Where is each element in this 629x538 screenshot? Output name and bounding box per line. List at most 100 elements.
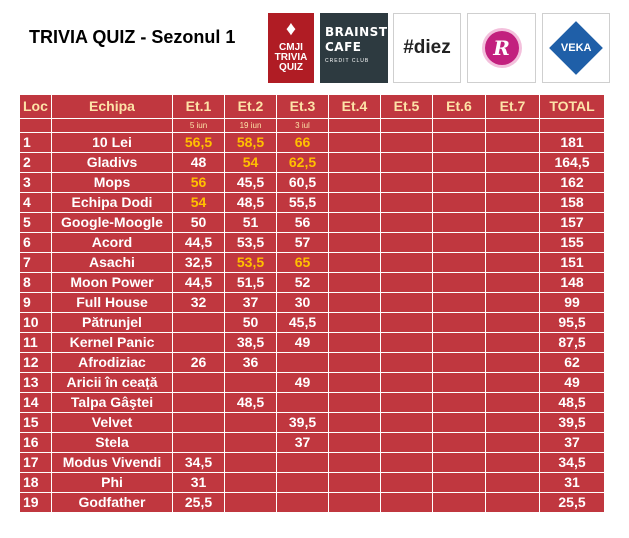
rank-cell: 3 <box>19 172 52 193</box>
score-cell <box>380 312 433 333</box>
score-cell <box>276 472 329 493</box>
rank-cell: 19 <box>19 492 52 513</box>
score-cell <box>380 252 433 273</box>
round-date: 5 iun <box>172 118 225 133</box>
results-table: Loc Echipa Et.1 Et.2 Et.3 Et.4 Et.5 Et.6 Et.7 TOT… <box>19 94 605 513</box>
score-cell <box>276 392 329 413</box>
score-cell <box>328 152 381 173</box>
score-cell <box>432 332 486 353</box>
score-cell: 44,5 <box>172 232 225 253</box>
total-cell: 39,5 <box>539 412 605 433</box>
round-date <box>432 118 486 133</box>
score-cell: 50 <box>172 212 225 233</box>
round-date <box>19 118 52 133</box>
score-cell <box>380 212 433 233</box>
score-cell: 50 <box>224 312 277 333</box>
cmji-logo-line1: CMJI <box>279 42 303 53</box>
score-cell <box>485 352 540 373</box>
r-crest-logo: R <box>467 13 536 83</box>
total-cell: 87,5 <box>539 332 605 353</box>
score-cell <box>380 412 433 433</box>
veka-diamond-icon: VEKA <box>549 21 603 75</box>
column-header: Et.1 <box>172 94 225 119</box>
score-cell <box>328 392 381 413</box>
score-cell <box>485 412 540 433</box>
score-cell <box>276 492 329 513</box>
score-cell <box>485 452 540 473</box>
total-cell: 157 <box>539 212 605 233</box>
rank-cell: 6 <box>19 232 52 253</box>
rank-cell: 16 <box>19 432 52 453</box>
score-cell <box>432 412 486 433</box>
table-row: 1 10 Lei 56,5 58,5 66 181 <box>19 132 605 153</box>
team-name-cell: Kernel Panic <box>51 332 173 353</box>
score-cell <box>328 172 381 193</box>
score-cell: 58,5 <box>224 132 277 153</box>
score-cell: 34,5 <box>172 452 225 473</box>
score-cell <box>380 472 433 493</box>
score-cell <box>485 192 540 213</box>
round-date <box>328 118 381 133</box>
score-cell <box>432 132 486 153</box>
brainstorm-cafe-logo: BRAINSTORM CAFE CREDIT CLUB <box>320 13 388 83</box>
score-cell: 54 <box>172 192 225 213</box>
score-cell <box>328 132 381 153</box>
score-cell <box>328 232 381 253</box>
score-cell: 51 <box>224 212 277 233</box>
score-cell <box>432 352 486 373</box>
score-cell <box>380 432 433 453</box>
score-cell: 57 <box>276 232 329 253</box>
score-cell: 56 <box>276 212 329 233</box>
score-cell <box>485 472 540 493</box>
table-row: 10 Pătrunjel 50 45,5 95,5 <box>19 312 605 333</box>
table-row: 17 Modus Vivendi 34,5 34,5 <box>19 452 605 473</box>
score-cell: 48,5 <box>224 192 277 213</box>
team-name-cell: Afrodiziac <box>51 352 173 373</box>
score-cell: 65 <box>276 252 329 273</box>
table-row: 19 Godfather 25,5 25,5 <box>19 492 605 513</box>
total-cell: 158 <box>539 192 605 213</box>
table-row: 8 Moon Power 44,5 51,5 52 148 <box>19 272 605 293</box>
score-cell <box>224 412 277 433</box>
table-row: 4 Echipa Dodi 54 48,5 55,5 158 <box>19 192 605 213</box>
score-cell <box>328 372 381 393</box>
score-cell <box>485 152 540 173</box>
round-date <box>485 118 540 133</box>
score-cell <box>485 372 540 393</box>
score-cell: 60,5 <box>276 172 329 193</box>
rank-cell: 18 <box>19 472 52 493</box>
score-cell: 55,5 <box>276 192 329 213</box>
table-row: 14 Talpa Gâştei 48,5 48,5 <box>19 392 605 413</box>
round-date <box>380 118 433 133</box>
column-header: Et.7 <box>485 94 540 119</box>
score-cell: 56,5 <box>172 132 225 153</box>
table-row: 3 Mops 56 45,5 60,5 162 <box>19 172 605 193</box>
rank-cell: 7 <box>19 252 52 273</box>
score-cell <box>380 492 433 513</box>
rank-cell: 13 <box>19 372 52 393</box>
score-cell <box>276 352 329 373</box>
column-header: TOTAL <box>539 94 605 119</box>
total-cell: 155 <box>539 232 605 253</box>
score-cell: 30 <box>276 292 329 313</box>
rank-cell: 4 <box>19 192 52 213</box>
team-name-cell: Acord <box>51 232 173 253</box>
total-cell: 48,5 <box>539 392 605 413</box>
score-cell <box>485 272 540 293</box>
total-cell: 62 <box>539 352 605 373</box>
score-cell <box>172 332 225 353</box>
column-header: Echipa <box>51 94 173 119</box>
score-cell <box>485 132 540 153</box>
score-cell: 66 <box>276 132 329 153</box>
score-cell <box>224 472 277 493</box>
score-cell <box>328 492 381 513</box>
score-cell: 53,5 <box>224 232 277 253</box>
table-row: 18 Phi 31 31 <box>19 472 605 493</box>
score-cell <box>328 472 381 493</box>
team-name-cell: Phi <box>51 472 173 493</box>
score-cell <box>432 152 486 173</box>
team-name-cell: Stela <box>51 432 173 453</box>
score-cell <box>432 452 486 473</box>
rank-cell: 5 <box>19 212 52 233</box>
score-cell <box>328 252 381 273</box>
